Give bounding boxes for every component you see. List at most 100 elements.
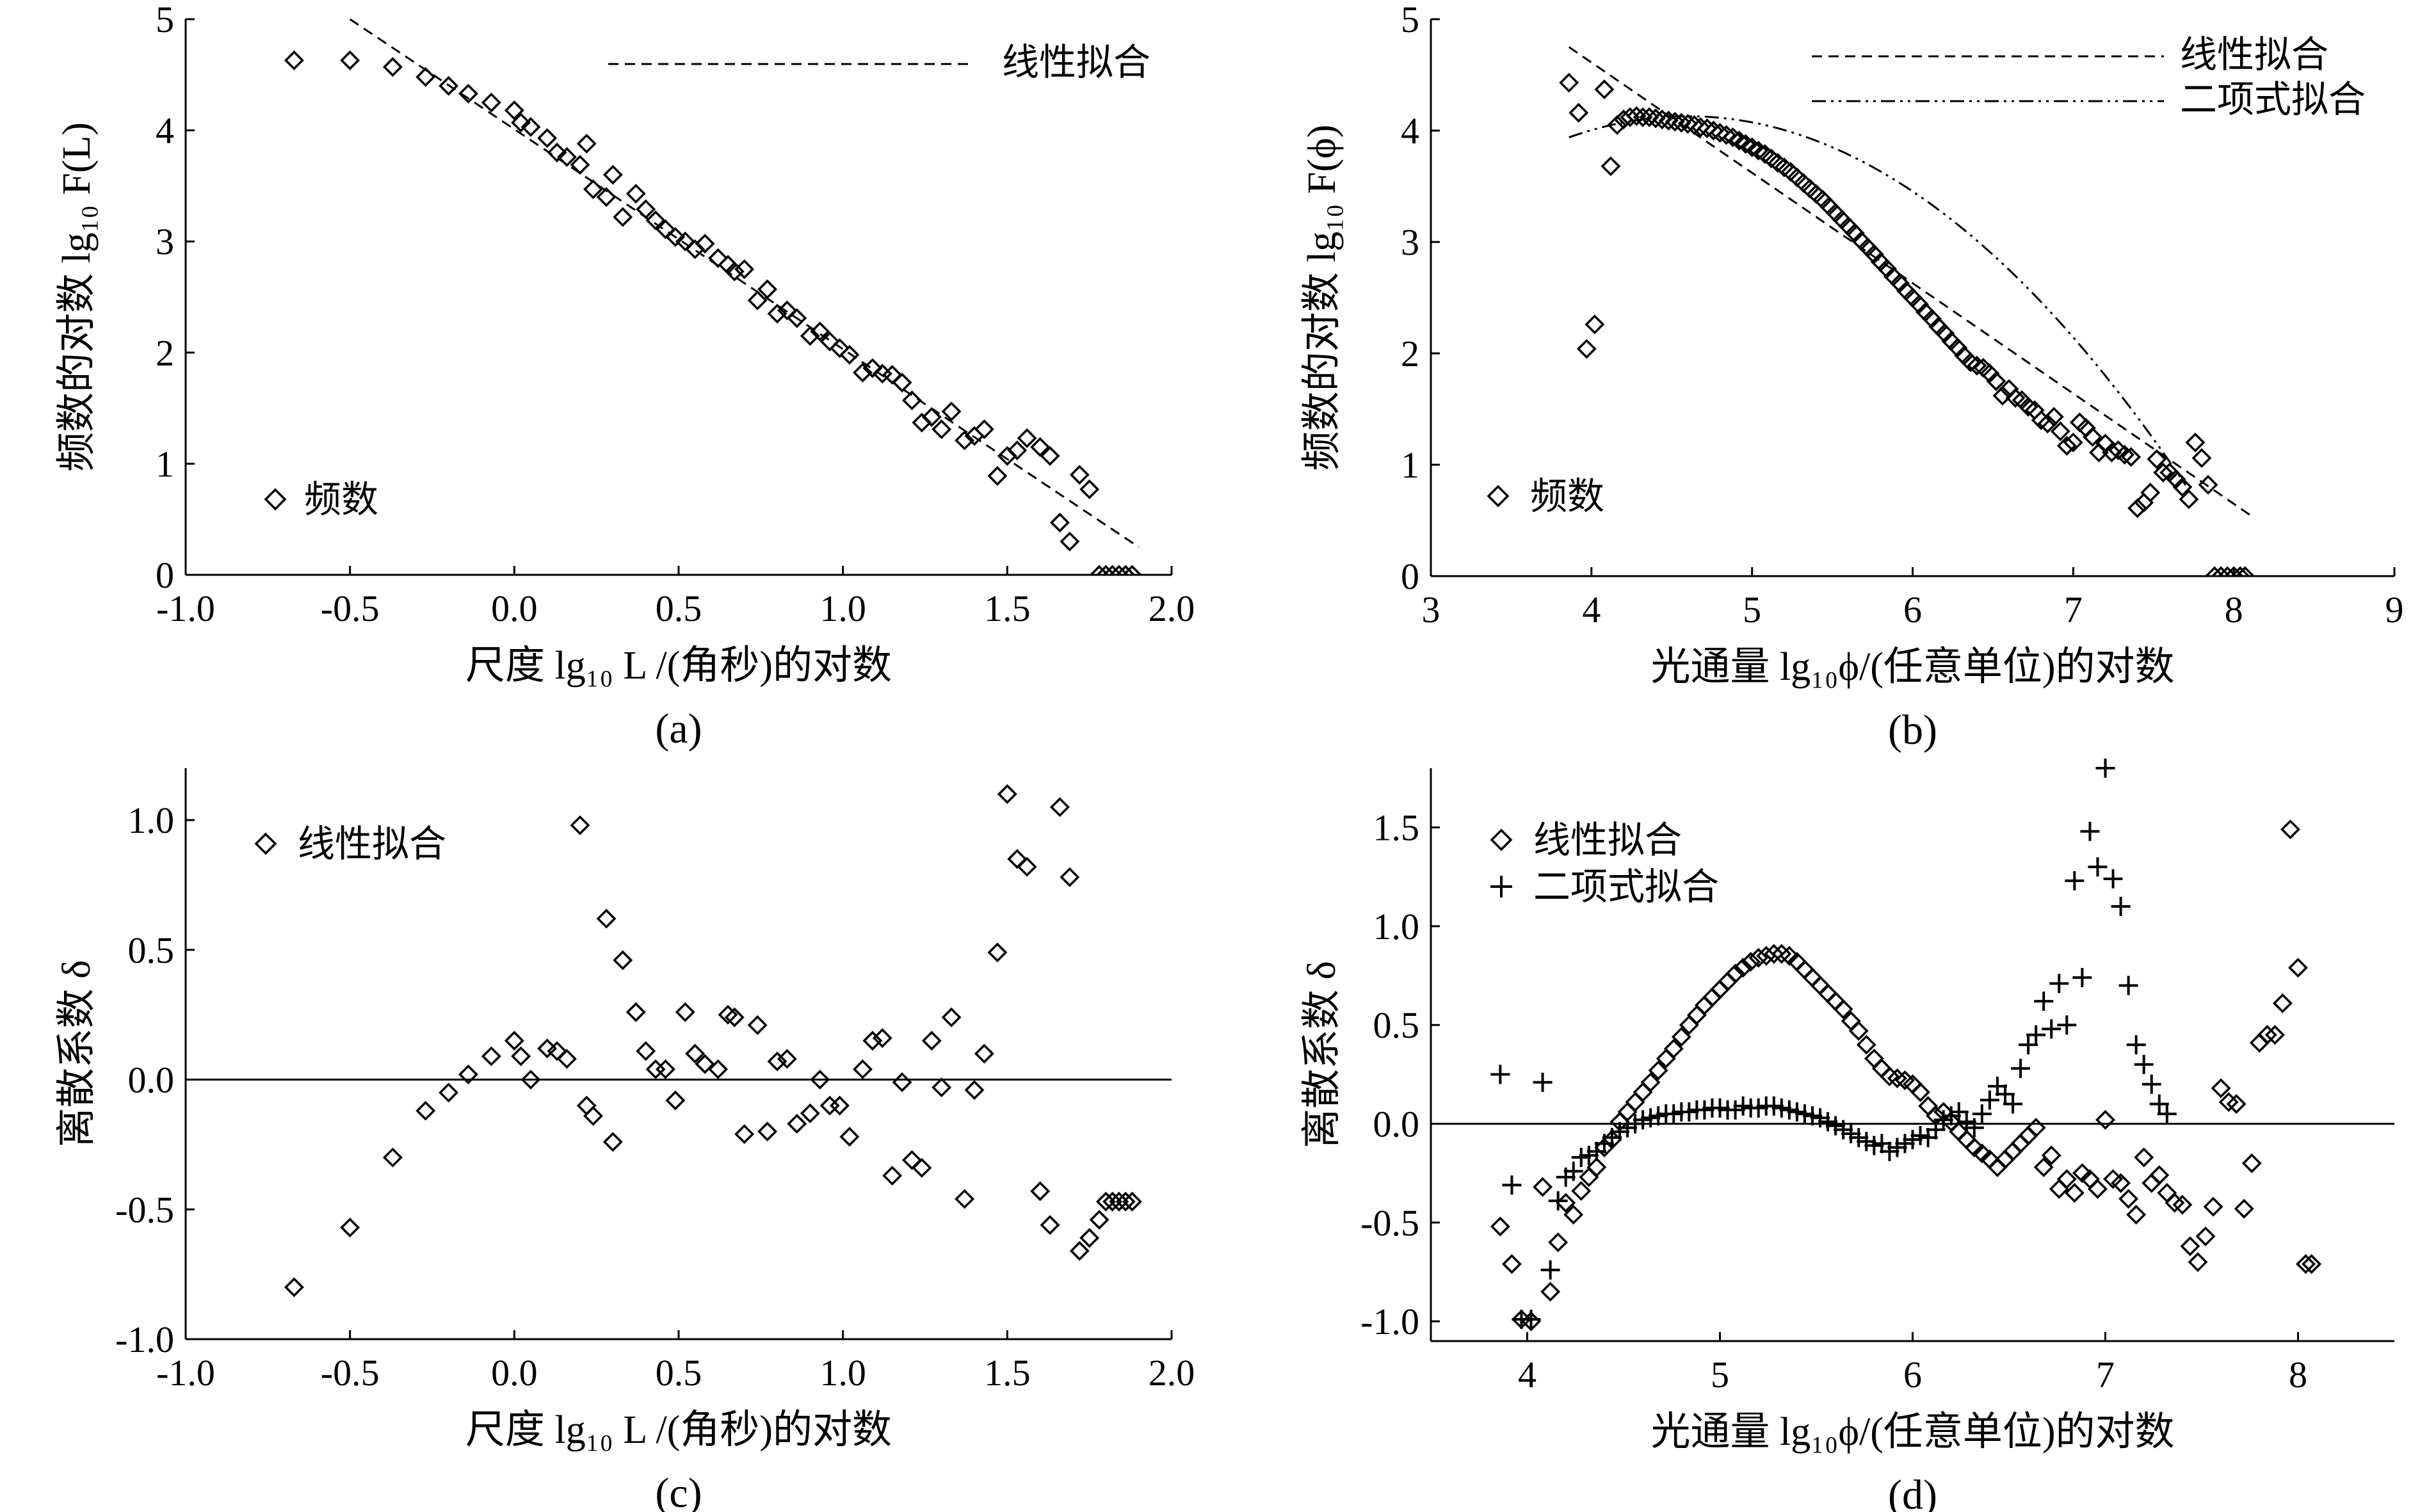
y-tick-label: 5 — [156, 0, 174, 40]
data-point — [1625, 1114, 1645, 1134]
data-point — [2095, 1109, 2115, 1130]
data-point — [1967, 355, 1987, 376]
data-point — [941, 401, 962, 422]
legend-poly-label: 二项式拟合 — [2180, 79, 2366, 120]
data-point — [2095, 759, 2115, 778]
data-point — [1633, 1082, 1653, 1102]
data-point — [1102, 565, 1123, 575]
data-point — [1826, 1116, 1846, 1136]
data-point — [2072, 1163, 2092, 1184]
data-point — [932, 419, 952, 440]
y-tick-label: 0.5 — [1373, 1004, 1420, 1046]
y-tick-label: 1.0 — [128, 800, 175, 841]
data-point — [1649, 1106, 1668, 1126]
y-tick-label: 1 — [1401, 444, 1419, 486]
data-point — [921, 407, 942, 427]
data-point — [2049, 1178, 2069, 1199]
data-point — [912, 1157, 932, 1178]
data-point — [1795, 1104, 1814, 1124]
data-point — [1779, 945, 1800, 966]
data-point — [1964, 1118, 1984, 1138]
panel-b: 3 4 5 6 7 8 9 0 1 2 3 4 5 光通量 lg₁₀ϕ/(任意单位)的对数 频数的对数 lg… — [1300, 0, 2404, 753]
data-point — [2003, 1094, 2023, 1114]
data-point — [1849, 1128, 1869, 1148]
data-point — [1563, 1161, 1583, 1181]
data-point — [596, 187, 617, 207]
data-point — [284, 50, 304, 70]
plot-area — [284, 784, 1142, 1298]
data-point — [675, 231, 695, 252]
data-point — [810, 1070, 830, 1090]
data-point — [439, 76, 459, 96]
data-point — [767, 1051, 787, 1072]
data-point — [1007, 440, 1028, 461]
data-point — [2134, 1147, 2154, 1168]
x-tick-label: 6 — [1903, 589, 1922, 631]
data-point — [1559, 72, 1579, 93]
data-point — [2195, 1226, 2216, 1246]
data-point — [576, 1095, 597, 1116]
data-point — [2063, 432, 2083, 453]
data-point — [481, 92, 501, 113]
data-point — [1579, 1145, 1599, 1165]
data-point — [941, 1007, 962, 1027]
x-tick-label: 2.0 — [1149, 588, 1195, 629]
data-point — [1540, 1260, 1560, 1280]
panel-d: 4 5 6 7 8 -1.0 -0.5 0.0 0.5 1.0 1.5 光通量 lg₁₀ϕ/(任意单位… — [1300, 759, 2394, 1512]
data-point — [1089, 565, 1109, 575]
panel-caption: (c) — [655, 1470, 702, 1512]
data-point — [570, 154, 590, 175]
data-point — [2118, 1189, 2139, 1209]
data-point — [1992, 385, 2013, 406]
x-tick-label: 0.5 — [656, 1352, 702, 1394]
data-point — [1030, 437, 1051, 457]
plot-area — [1490, 759, 2322, 1331]
x-tick-label: -1.0 — [156, 1352, 215, 1394]
data-point — [2235, 566, 2255, 576]
data-point — [2088, 857, 2108, 877]
data-point — [932, 1077, 952, 1098]
data-point — [2147, 449, 2167, 469]
data-point — [613, 207, 633, 227]
data-point — [747, 290, 768, 310]
data-point — [819, 331, 840, 351]
data-point — [872, 1028, 892, 1049]
data-point — [1697, 118, 1717, 138]
legend-diamond-swatch — [1490, 828, 1513, 851]
legend-marker-swatch — [1487, 485, 1510, 508]
data-point — [2149, 1094, 2169, 1114]
data-point — [1833, 999, 1853, 1019]
x-tick-label: 1.5 — [984, 588, 1031, 629]
data-point — [787, 308, 807, 328]
y-tick-label: 0.0 — [1373, 1104, 1420, 1145]
legend-marker-label: 线性拟合 — [298, 823, 446, 865]
data-point — [1095, 1191, 1116, 1212]
data-point — [1569, 102, 1589, 123]
data-point — [1903, 1130, 1923, 1150]
data-point — [1995, 1084, 2015, 1104]
x-tick-label: 5 — [1743, 589, 1761, 631]
data-point — [1857, 1132, 1876, 1152]
data-point — [747, 1015, 768, 1035]
data-point — [1017, 428, 1037, 448]
data-point — [1548, 1191, 1568, 1210]
legend-marker-swatch — [254, 832, 277, 855]
legend: 线性拟合 — [254, 823, 446, 865]
data-point — [2042, 1019, 2061, 1039]
data-point — [2126, 1035, 2146, 1055]
data-point — [1490, 1216, 1510, 1237]
data-point — [570, 815, 590, 835]
data-point — [1665, 111, 1685, 132]
data-point — [2050, 421, 2070, 442]
data-point — [2019, 1035, 2038, 1055]
data-point — [1710, 123, 1730, 143]
data-point — [1571, 1147, 1591, 1167]
legend-line-label: 线性拟合 — [1002, 42, 1150, 83]
x-tick-label: 8 — [2225, 589, 2243, 631]
panel-caption: (d) — [1888, 1472, 1937, 1512]
y-tick-label: -0.5 — [1360, 1202, 1419, 1244]
data-point — [1115, 1191, 1136, 1212]
data-point — [1748, 947, 1769, 968]
